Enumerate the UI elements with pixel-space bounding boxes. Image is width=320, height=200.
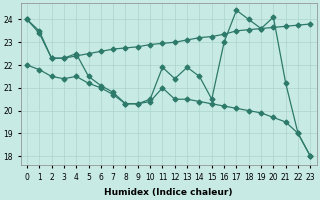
X-axis label: Humidex (Indice chaleur): Humidex (Indice chaleur)	[104, 188, 233, 197]
